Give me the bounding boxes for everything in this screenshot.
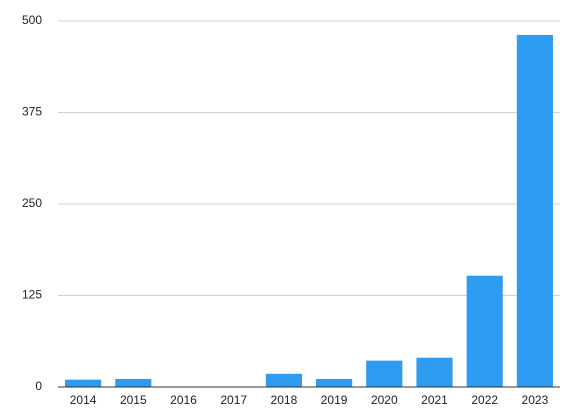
bar xyxy=(265,373,302,387)
x-tick-label: 2020 xyxy=(371,393,398,407)
x-tick-label: 2019 xyxy=(321,393,348,407)
x-tick-label: 2014 xyxy=(70,393,97,407)
bar xyxy=(65,379,102,387)
bar xyxy=(516,34,553,388)
x-tick-label: 2015 xyxy=(120,393,147,407)
x-tick-label: 2023 xyxy=(522,393,549,407)
bar xyxy=(416,357,453,387)
bar xyxy=(115,378,152,387)
bar xyxy=(366,360,403,387)
bar xyxy=(316,378,353,387)
x-tick-label: 2018 xyxy=(271,393,298,407)
y-tick-label: 125 xyxy=(22,288,42,302)
x-tick-label: 2016 xyxy=(170,393,197,407)
y-tick-label: 375 xyxy=(22,105,42,119)
x-tick-label: 2022 xyxy=(471,393,498,407)
x-tick-label: 2017 xyxy=(220,393,247,407)
bar xyxy=(466,275,503,387)
y-tick-label: 0 xyxy=(35,379,42,393)
y-tick-label: 250 xyxy=(22,196,42,210)
x-tick-label: 2021 xyxy=(421,393,448,407)
y-tick-label: 500 xyxy=(22,13,42,27)
